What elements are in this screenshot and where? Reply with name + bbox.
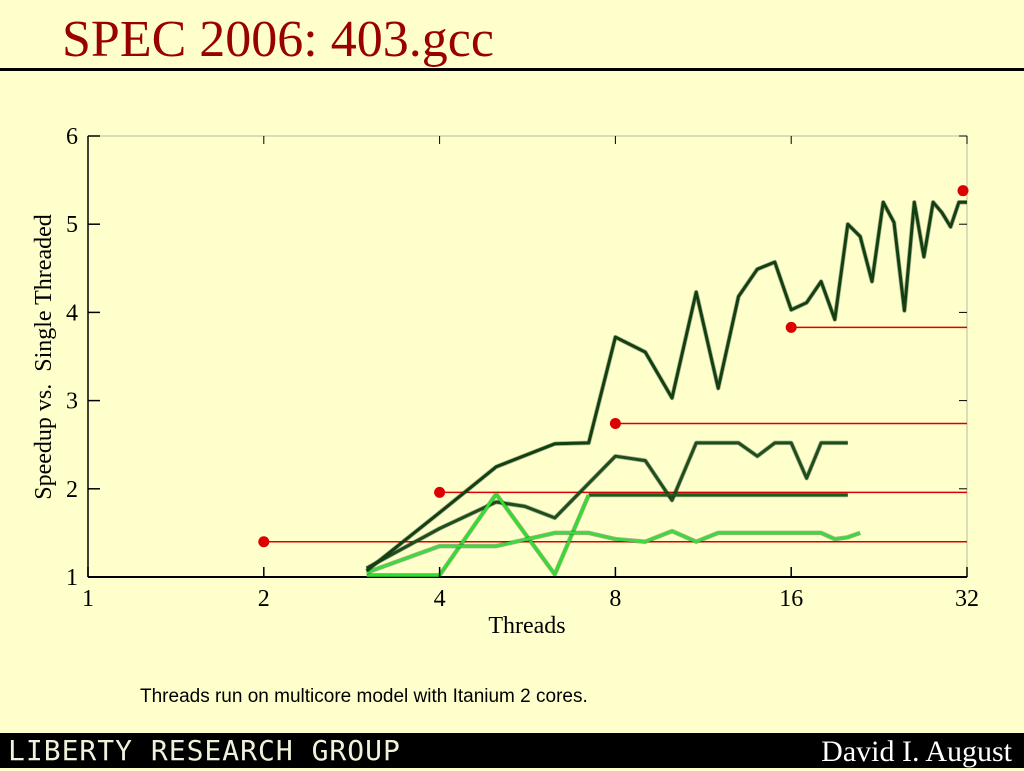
reference-point xyxy=(957,185,969,197)
y-tick-label: 4 xyxy=(66,300,78,326)
series-line xyxy=(366,529,861,575)
y-tick-label: 6 xyxy=(66,124,78,150)
x-axis-label: Threads xyxy=(488,613,565,639)
footer-bar: LIBERTY RESEARCH GROUP David I. August xyxy=(0,733,1024,768)
y-axis-label: Speedup vs. Single Threaded xyxy=(31,214,57,500)
x-tick-label: 1 xyxy=(82,586,94,612)
liberty-logo: LIBERTY RESEARCH GROUP xyxy=(8,734,401,767)
series-line-shadow xyxy=(365,440,848,571)
y-tick-label: 3 xyxy=(66,389,78,415)
reference-point xyxy=(609,418,621,430)
x-tick-label: 16 xyxy=(779,586,803,612)
x-tick-label: 8 xyxy=(609,586,621,612)
x-tick-label: 4 xyxy=(434,586,446,612)
chart-caption: Threads run on multicore model with Itan… xyxy=(140,686,588,707)
speedup-chart: 1 2 4 8 16 32 1 2 3 4 5 6 Threads Speedup vs. Singl… xyxy=(31,124,979,639)
slide-title: SPEC 2006: 403.gcc xyxy=(62,11,494,68)
series-line xyxy=(365,200,967,572)
y-tick-label: 5 xyxy=(66,212,78,238)
reference-point xyxy=(785,321,797,333)
x-tick-label: 2 xyxy=(258,586,270,612)
reference-point xyxy=(258,536,270,548)
x-tick-label: 32 xyxy=(955,586,979,612)
series-line xyxy=(365,441,848,570)
series-line xyxy=(366,492,591,577)
y-tick-label: 2 xyxy=(66,477,78,503)
footer-author: David I. August xyxy=(821,735,1012,768)
plot-frame xyxy=(87,135,968,578)
y-tick-label: 1 xyxy=(66,565,78,591)
reference-point xyxy=(434,486,446,498)
title-rule xyxy=(0,68,1024,71)
